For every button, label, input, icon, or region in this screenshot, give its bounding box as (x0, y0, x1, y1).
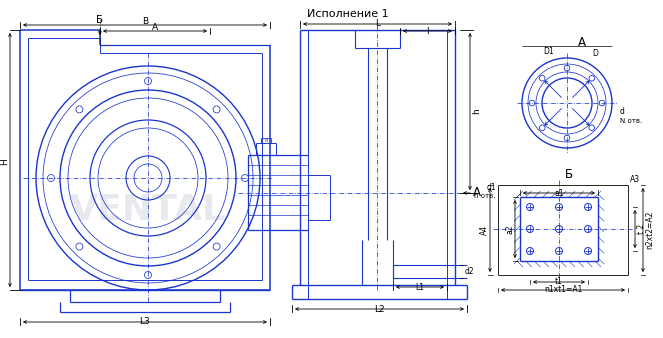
Text: t1: t1 (555, 277, 563, 287)
Text: A4: A4 (479, 225, 489, 235)
Text: А: А (578, 35, 586, 48)
Text: L1: L1 (416, 283, 424, 291)
Text: o: o (265, 139, 268, 144)
Text: L: L (375, 20, 380, 28)
Text: A3: A3 (630, 175, 640, 185)
Text: t 2: t 2 (636, 224, 646, 234)
Text: A: A (152, 24, 158, 32)
Text: h: h (473, 108, 481, 114)
Text: VENTAL: VENTAL (70, 193, 226, 227)
Text: H: H (1, 159, 9, 165)
Text: L2: L2 (374, 305, 385, 314)
Text: n2xt2=A2: n2xt2=A2 (646, 211, 654, 249)
Text: d2: d2 (465, 267, 475, 276)
Text: Исполнение 1: Исполнение 1 (307, 9, 389, 19)
Text: A: A (473, 187, 481, 199)
Text: L3: L3 (140, 317, 151, 327)
Text: Б: Б (96, 15, 103, 25)
Text: Б: Б (565, 169, 573, 182)
Text: D: D (592, 48, 598, 57)
Text: B: B (142, 18, 148, 26)
Text: d1: d1 (487, 184, 496, 193)
Text: d: d (620, 106, 625, 116)
Text: N отв.: N отв. (620, 118, 642, 124)
Text: a2: a2 (505, 224, 514, 234)
Text: n отв.: n отв. (475, 193, 496, 199)
Text: D1: D1 (544, 48, 554, 56)
Text: n1xt1=A1: n1xt1=A1 (544, 286, 582, 294)
Text: a1: a1 (554, 189, 564, 197)
Text: l: l (426, 26, 429, 35)
